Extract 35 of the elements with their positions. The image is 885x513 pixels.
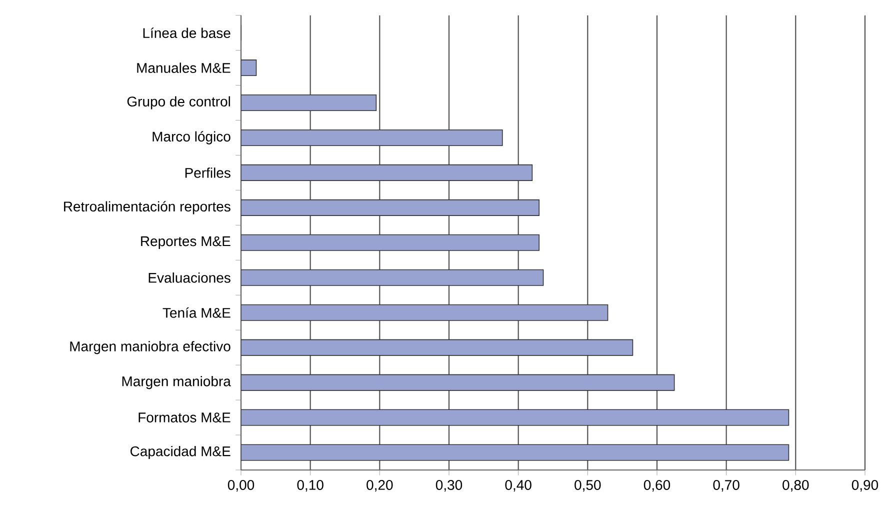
bar <box>241 60 257 76</box>
bar <box>241 199 540 216</box>
y-tick-label: Línea de base <box>143 28 230 38</box>
x-tick-label: 0,40 <box>505 480 532 492</box>
bar <box>241 94 377 112</box>
y-tick-label: Margen maniobra efectivo <box>70 341 230 354</box>
x-tick-label: 0,60 <box>644 480 670 492</box>
bar <box>241 269 544 286</box>
x-tick-label: 0,10 <box>297 480 324 492</box>
y-tick-label: Margen maniobra <box>122 376 231 390</box>
y-tick-label: Retroalimentación reportes <box>64 201 230 214</box>
bar <box>241 374 675 391</box>
y-tick-label: Marco lógico <box>152 131 230 144</box>
y-tick-label: Evaluaciones <box>148 272 230 283</box>
x-tick-label: 0,50 <box>574 480 601 492</box>
x-tick-label: 0,70 <box>713 480 740 492</box>
bar <box>241 129 503 146</box>
y-tick-label: Reportes M&E <box>141 236 230 249</box>
x-tick-label: 0,30 <box>436 480 462 492</box>
bar <box>241 234 540 251</box>
x-tick-label: 0,90 <box>852 480 878 492</box>
bar <box>241 339 634 356</box>
bar <box>241 409 790 426</box>
x-tick-label: 0,80 <box>782 480 809 492</box>
y-tick-label: Capacidad M&E <box>130 446 230 460</box>
y-tick-label: Tenía M&E <box>162 307 230 318</box>
bar <box>241 444 790 461</box>
y-tick-label: Manuales M&E <box>137 62 230 73</box>
y-tick-label: Grupo de control <box>127 96 230 110</box>
x-tick-label: 0,20 <box>366 480 393 492</box>
x-tick-label: 0,00 <box>228 480 254 492</box>
y-tick-label: Formatos M&E <box>138 412 230 422</box>
bar <box>241 164 533 181</box>
bar <box>241 304 608 321</box>
y-tick-label: Perfiles <box>185 168 230 178</box>
